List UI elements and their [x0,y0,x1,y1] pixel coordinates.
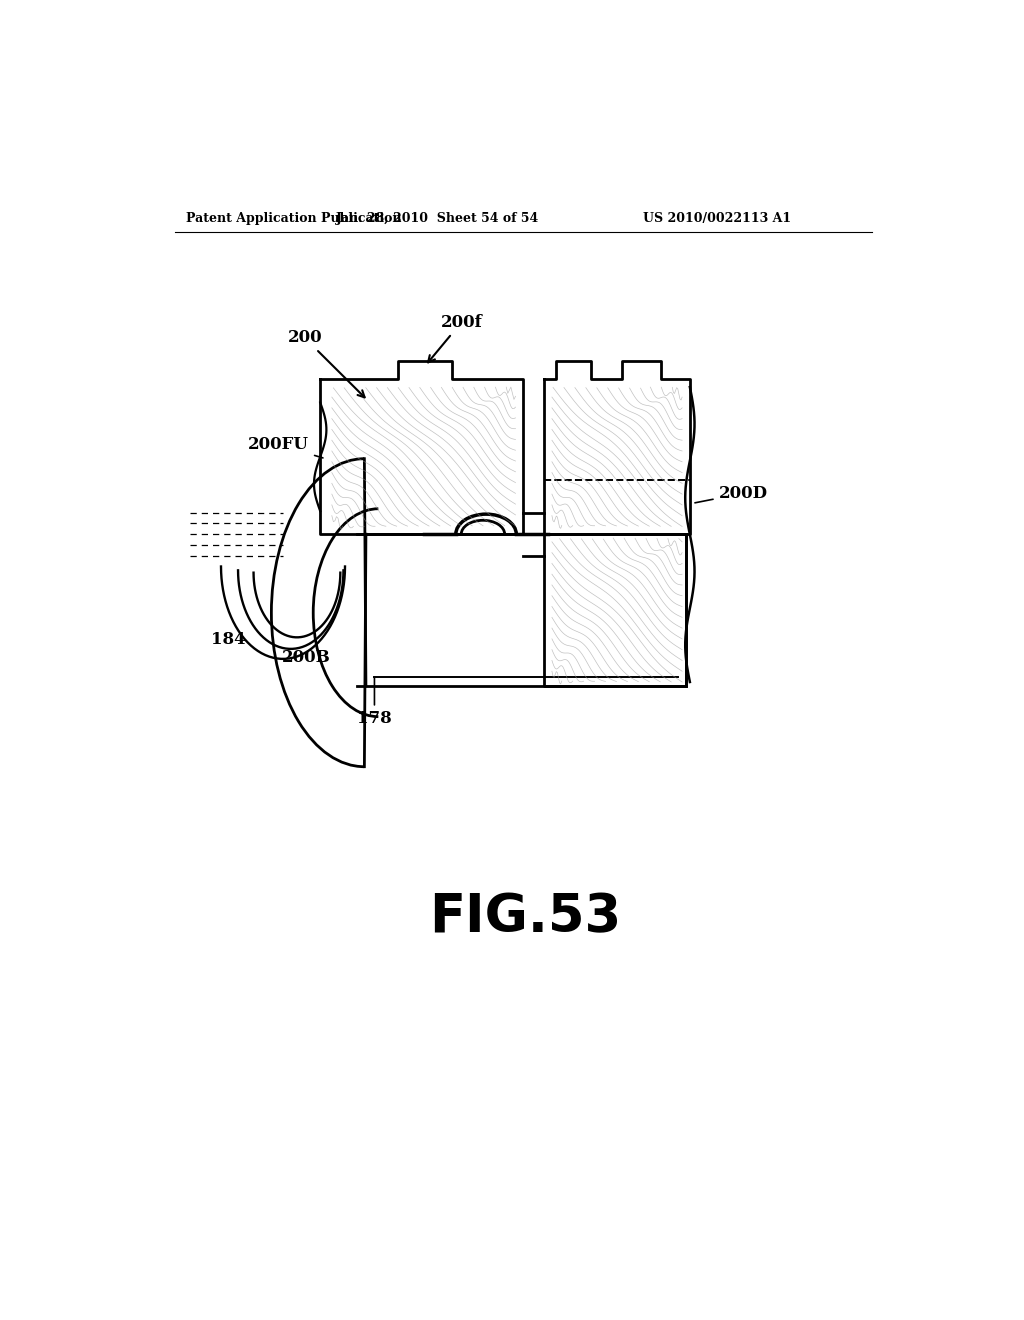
Text: 200B: 200B [282,649,330,665]
Text: 178: 178 [357,677,392,727]
Text: Jan. 28, 2010  Sheet 54 of 54: Jan. 28, 2010 Sheet 54 of 54 [336,213,540,224]
Text: 200f: 200f [428,314,482,363]
Text: US 2010/0022113 A1: US 2010/0022113 A1 [643,213,792,224]
Text: 200FU: 200FU [248,437,323,458]
Text: 200: 200 [288,329,365,397]
Text: Patent Application Publication: Patent Application Publication [186,213,401,224]
Text: FIG.53: FIG.53 [429,891,621,942]
Text: 184: 184 [211,631,246,648]
Text: 200D: 200D [695,484,768,503]
